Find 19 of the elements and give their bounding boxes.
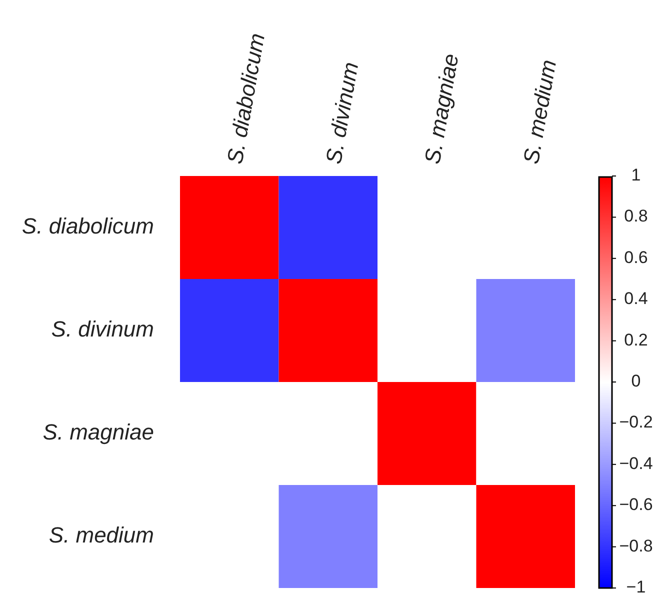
x-tick-label: S. divinum [320, 60, 364, 166]
y-tick-label: S. diabolicum [22, 213, 154, 238]
color-bar-label: 0.2 [624, 330, 648, 350]
y-tick-label: S. divinum [51, 316, 154, 342]
color-bar-label: −0.8 [619, 536, 653, 556]
color-bar-label: 0.8 [624, 206, 648, 226]
color-bar-label: −1 [626, 577, 646, 596]
color-bar-label: −0.4 [619, 454, 653, 473]
color-bar-label: 0 [631, 371, 641, 390]
y-tick-label: S. medium [48, 522, 154, 548]
color-bar-label: −0.2 [619, 412, 653, 432]
color-bar-label: 1 [631, 165, 641, 184]
color-bar-label: −0.6 [619, 495, 653, 514]
x-tick-label: S. medium [518, 58, 562, 166]
x-tick-label: S. diabolicum [222, 31, 270, 166]
x-tick-label: S. magniae [420, 52, 464, 166]
color-bar-label: 0.4 [624, 289, 648, 308]
y-tick-label: S. magniae [42, 419, 154, 444]
color-bar-label: 0.6 [624, 248, 648, 267]
